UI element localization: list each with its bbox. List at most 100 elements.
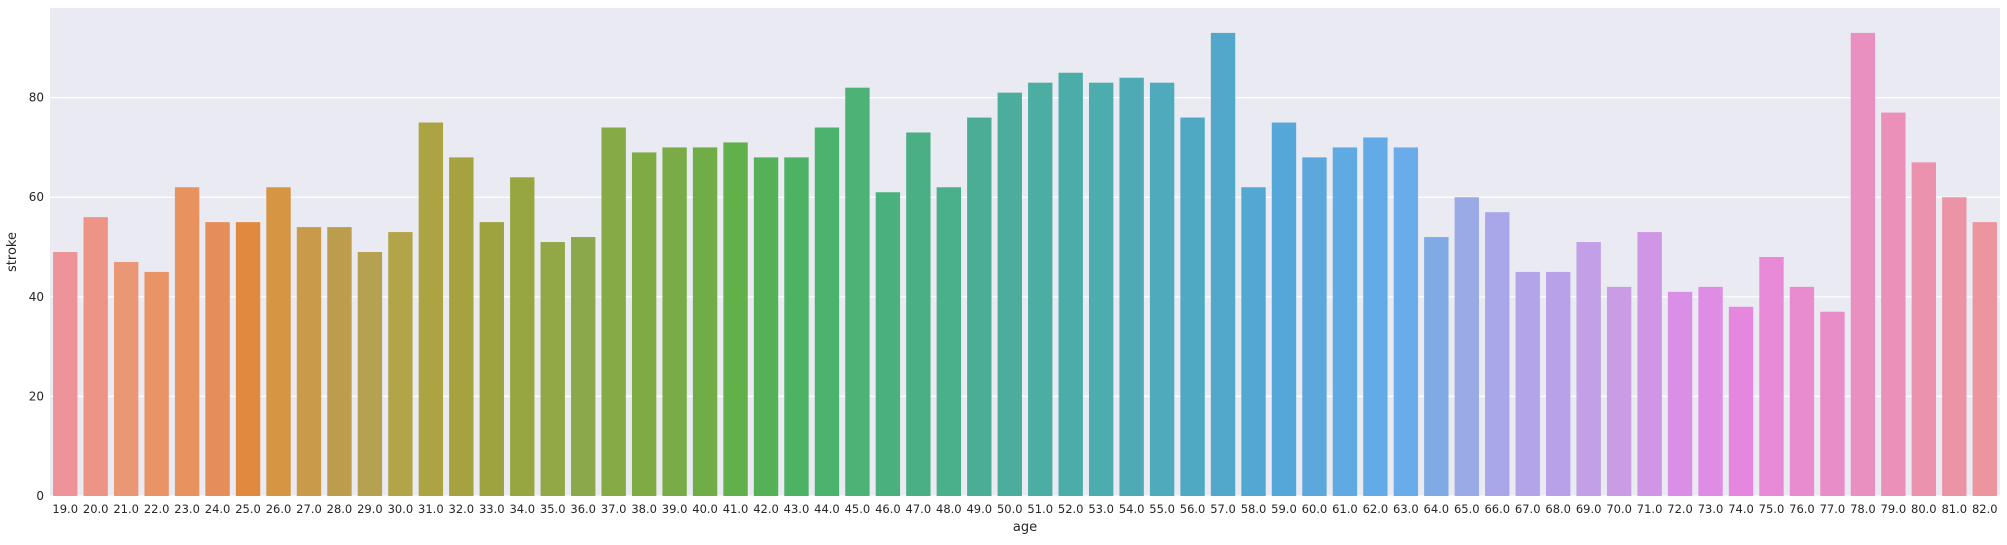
x-tick-label: 44.0	[814, 502, 840, 516]
bar	[144, 271, 169, 496]
bar	[997, 92, 1022, 496]
bar	[967, 117, 992, 496]
bar	[1332, 147, 1358, 496]
x-tick-label: 19.0	[52, 502, 78, 516]
bar	[1180, 117, 1205, 496]
x-tick-label: 56.0	[1180, 502, 1206, 516]
bar	[174, 187, 200, 496]
y-tick-label: 20	[29, 389, 44, 403]
x-tick-label: 81.0	[1941, 502, 1967, 516]
bar	[205, 222, 230, 497]
x-tick-label: 66.0	[1484, 502, 1510, 516]
bar	[1271, 122, 1297, 496]
x-tick-label: 62.0	[1363, 502, 1389, 516]
bar	[1942, 197, 1967, 496]
bar	[1576, 242, 1601, 496]
y-tick-label: 40	[29, 290, 44, 304]
bar	[449, 157, 474, 496]
x-tick-label: 49.0	[966, 502, 992, 516]
bar	[327, 227, 352, 496]
x-tick-label: 77.0	[1820, 502, 1846, 516]
bar	[1393, 147, 1419, 496]
x-tick-label: 45.0	[845, 502, 871, 516]
bar	[1820, 311, 1845, 496]
bar	[388, 232, 413, 496]
bar	[1728, 306, 1754, 496]
x-tick-label: 37.0	[601, 502, 627, 516]
bar	[113, 261, 139, 496]
bar	[1028, 82, 1053, 496]
x-tick-label: 59.0	[1271, 502, 1297, 516]
bar	[1088, 82, 1114, 496]
x-tick-label: 82.0	[1972, 502, 1998, 516]
bar	[235, 222, 261, 497]
x-tick-label: 72.0	[1667, 502, 1693, 516]
bar	[1881, 112, 1906, 497]
x-tick-label: 52.0	[1058, 502, 1084, 516]
x-tick-label: 51.0	[1027, 502, 1053, 516]
x-tick-label: 65.0	[1454, 502, 1480, 516]
bar	[479, 222, 504, 497]
bar	[1119, 77, 1144, 496]
x-tick-labels: 19.0 20.0 21.0 22.0 23.0 24.0 25.0 26.0 27.0 28.0…	[52, 502, 1997, 516]
bar	[1454, 197, 1479, 496]
x-tick-label: 74.0	[1728, 502, 1754, 516]
bar	[53, 252, 78, 496]
bar	[418, 122, 444, 496]
y-tick-label: 0	[36, 489, 44, 503]
x-tick-label: 68.0	[1545, 502, 1571, 516]
bar	[1759, 256, 1784, 496]
bar	[753, 157, 779, 496]
y-axis-label: stroke	[5, 232, 20, 272]
x-tick-label: 75.0	[1759, 502, 1785, 516]
x-tick-label: 21.0	[113, 502, 139, 516]
x-tick-label: 29.0	[357, 502, 383, 516]
bar	[845, 87, 870, 497]
bars	[53, 32, 1997, 497]
x-tick-label: 70.0	[1606, 502, 1632, 516]
bar	[1210, 32, 1236, 497]
bar	[540, 242, 565, 496]
x-tick-label: 71.0	[1637, 502, 1663, 516]
bar	[1241, 187, 1266, 496]
x-tick-label: 43.0	[784, 502, 810, 516]
bar	[1302, 157, 1327, 496]
bar	[266, 187, 291, 496]
bar	[1363, 137, 1388, 496]
y-tick-labels: 0 20 40 60 80	[29, 91, 44, 503]
bar	[723, 142, 748, 496]
bar	[1058, 72, 1083, 497]
x-tick-label: 48.0	[936, 502, 962, 516]
bar	[1667, 291, 1693, 496]
bar	[814, 127, 840, 497]
x-tick-label: 39.0	[662, 502, 688, 516]
bar	[1424, 237, 1449, 496]
y-tick-label: 80	[29, 91, 44, 105]
x-tick-label: 78.0	[1850, 502, 1876, 516]
x-tick-label: 36.0	[570, 502, 596, 516]
x-tick-label: 57.0	[1210, 502, 1236, 516]
x-tick-label: 31.0	[418, 502, 444, 516]
x-tick-label: 22.0	[144, 502, 170, 516]
bar	[906, 132, 931, 496]
bar	[83, 217, 108, 496]
x-tick-label: 54.0	[1119, 502, 1145, 516]
bar	[1972, 222, 1997, 497]
x-tick-label: 64.0	[1424, 502, 1450, 516]
bar	[692, 147, 718, 496]
x-tick-label: 25.0	[235, 502, 261, 516]
bar	[296, 227, 322, 496]
x-tick-label: 60.0	[1302, 502, 1328, 516]
x-tick-label: 38.0	[631, 502, 657, 516]
x-tick-label: 79.0	[1881, 502, 1907, 516]
x-axis-label: age	[1013, 520, 1037, 535]
bar	[571, 237, 596, 496]
bar	[936, 187, 962, 496]
bar	[1911, 162, 1937, 496]
x-tick-label: 40.0	[692, 502, 718, 516]
x-tick-label: 63.0	[1393, 502, 1419, 516]
y-tick-label: 60	[29, 190, 44, 204]
x-tick-label: 23.0	[174, 502, 200, 516]
